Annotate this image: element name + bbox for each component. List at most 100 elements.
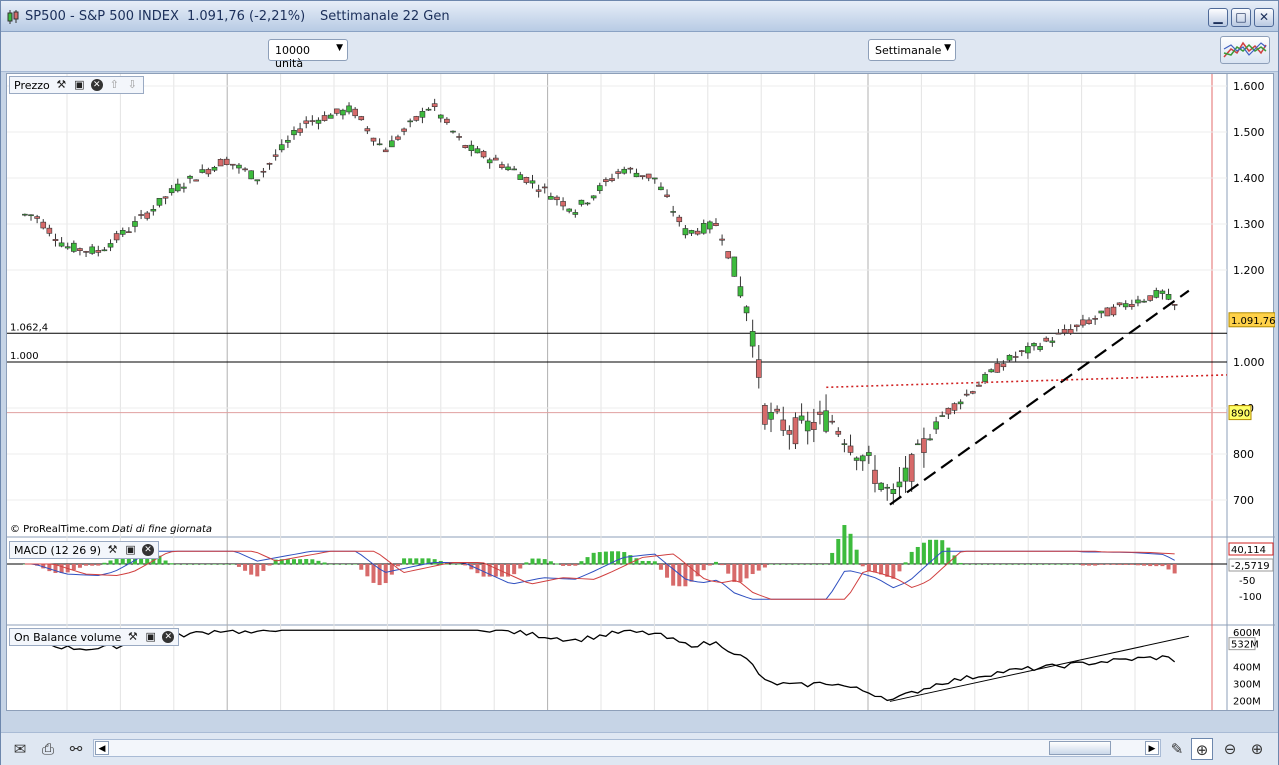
candle-body [774, 408, 780, 412]
macd-histogram-bar [860, 564, 865, 567]
chart-canvas[interactable]: 1.062,4 1.000 © ProRealTime.com Dati di fin… [7, 74, 1276, 729]
macd-histogram-bar [285, 559, 290, 565]
candle-body [914, 443, 921, 446]
candle-body [297, 128, 303, 133]
macd-histogram-bar [848, 533, 853, 565]
macd-histogram-bar [395, 564, 400, 567]
macd-histogram-bar [181, 564, 186, 565]
candle-body [535, 189, 542, 192]
macd-histogram-bar [646, 560, 651, 565]
candle-body [223, 158, 230, 165]
macd-histogram-bar [744, 564, 749, 579]
candle-body [40, 221, 47, 229]
mail-icon[interactable]: ✉ [13, 740, 27, 758]
draw-tool-icon[interactable]: ✎ [1170, 740, 1184, 758]
price-panel-label[interactable]: Prezzo ⚒ ▣ ✕ ⇧ ⇩ [9, 76, 144, 94]
candle-body [352, 108, 358, 117]
window-icon[interactable]: ▣ [74, 77, 85, 91]
macd-histogram-bar [652, 561, 657, 565]
candle-body [401, 128, 407, 132]
print-icon[interactable]: ⎙ [41, 740, 54, 758]
macd-histogram-bar [561, 564, 566, 566]
candle-body [1018, 350, 1025, 352]
candle-body [340, 109, 346, 116]
chart-area[interactable]: 1.062,4 1.000 © ProRealTime.com Dati di fin… [6, 73, 1276, 729]
macd-histogram-bar [903, 562, 908, 565]
candle-body [1000, 363, 1007, 368]
macd-panel-label[interactable]: MACD (12 26 9) ⚒ ▣ ✕ [9, 541, 160, 559]
macd-histogram-bar [542, 559, 547, 565]
macd-histogram-bar [817, 564, 822, 565]
macd-histogram-bar [1068, 564, 1073, 565]
candle-body [309, 120, 316, 122]
minimize-button[interactable]: ▁ [1208, 8, 1228, 27]
candle-body [811, 421, 817, 430]
macd-histogram-bar [200, 564, 205, 565]
macd-histogram-bar [995, 564, 1000, 565]
candle-body [150, 208, 157, 212]
macd-histogram-bar [793, 564, 798, 565]
macd-histogram-bar [53, 564, 58, 573]
candle-body [95, 250, 102, 253]
scroll-right-button[interactable]: ▶ [1145, 741, 1159, 755]
horizontal-scrollbar[interactable]: ◀ ▶ [93, 739, 1161, 757]
close-icon[interactable]: ✕ [162, 631, 175, 643]
macd-histogram-bar [304, 558, 309, 565]
macd-panel-title: MACD (12 26 9) [14, 543, 102, 557]
candle-body [829, 420, 835, 423]
zoom-out-icon[interactable]: ⊖ [1223, 740, 1237, 758]
scroll-left-button[interactable]: ◀ [95, 741, 109, 755]
arrow-down-icon[interactable]: ⇩ [127, 77, 137, 91]
price-y-tick: 1.600 [1233, 80, 1265, 93]
candle-body [468, 144, 475, 151]
candle-body [315, 119, 322, 124]
price-y-tick: 800 [1233, 448, 1254, 461]
window-icon[interactable]: ▣ [145, 629, 156, 643]
close-icon[interactable]: ✕ [90, 79, 103, 91]
scroll-thumb[interactable] [1049, 741, 1111, 755]
link-icon[interactable]: ⚯ [69, 740, 83, 758]
zoom-fit-icon[interactable]: ⊕ [1191, 738, 1213, 760]
macd-badge-top [1228, 542, 1274, 556]
credit-text: © ProRealTime.com [10, 524, 110, 535]
macd-y-tick: -100 [1239, 592, 1262, 603]
obv-panel-label[interactable]: On Balance volume ⚒ ▣ ✕ [9, 628, 180, 646]
period-select[interactable]: Settimanale ▼ [868, 39, 956, 61]
wrench-icon[interactable]: ⚒ [107, 542, 118, 556]
macd-histogram-bar [970, 564, 975, 565]
macd-histogram-bar [866, 564, 871, 572]
candle-body [719, 238, 725, 241]
candle-body [46, 227, 53, 234]
close-button[interactable]: ✕ [1254, 8, 1274, 27]
level-badge-text: 890 [1231, 409, 1250, 420]
macd-histogram-bar [799, 564, 804, 565]
candle-body [988, 369, 994, 373]
window-icon[interactable]: ▣ [125, 542, 136, 556]
status-bar: ✉ ⎙ ⚯ ◀ ▶ ✎ ⊕ ⊖ ⊕ [1, 732, 1278, 765]
candle-body [639, 175, 646, 178]
wrench-icon[interactable]: ⚒ [56, 77, 67, 91]
candle-body [425, 108, 432, 111]
macd-histogram-bar [1050, 564, 1055, 565]
close-icon[interactable]: ✕ [142, 544, 155, 556]
arrow-up-icon[interactable]: ⇧ [109, 77, 119, 91]
candle-body [529, 180, 536, 184]
maximize-button[interactable]: □ [1231, 8, 1251, 27]
wrench-icon[interactable]: ⚒ [127, 629, 138, 643]
zoom-in-icon[interactable]: ⊕ [1250, 740, 1264, 758]
resistance-trendline [826, 374, 1228, 389]
macd-histogram-bar [934, 539, 939, 565]
macd-histogram-bar [762, 564, 767, 568]
candle-body [853, 457, 860, 461]
last-price-text: 1.091,76 [1231, 316, 1275, 327]
units-select[interactable]: 10000 unità ▼ [268, 39, 348, 70]
macd-histogram-bar [622, 552, 627, 565]
macd-histogram-bar [469, 564, 474, 570]
candle-body [266, 162, 273, 165]
candle-body [382, 149, 389, 153]
macd-histogram-bar [340, 564, 345, 565]
macd-histogram-bar [1087, 564, 1092, 566]
indicators-button[interactable] [1220, 36, 1270, 64]
macd-histogram-bar [230, 564, 235, 565]
candle-body [584, 202, 591, 205]
